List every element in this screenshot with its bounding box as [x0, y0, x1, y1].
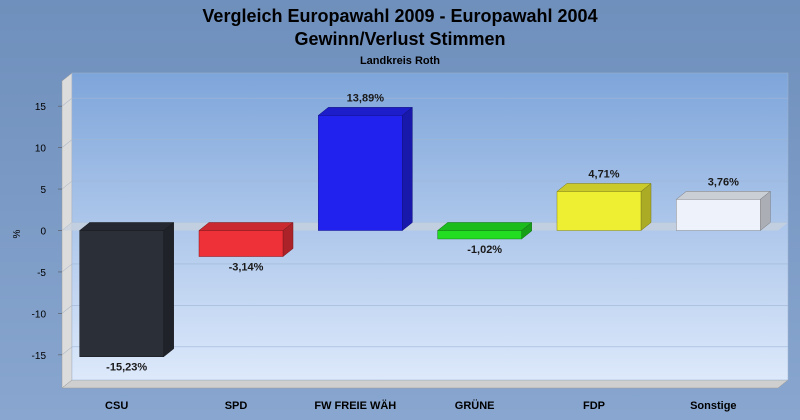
x-category-label: CSU: [105, 400, 128, 412]
y-tick-label: 10: [35, 144, 47, 155]
bar-side: [163, 221, 174, 358]
y-tick-label: -15: [32, 351, 47, 362]
data-label: -15,23%: [106, 362, 147, 374]
bar-top: [198, 222, 294, 231]
bar-fdp: [556, 182, 652, 232]
x-category-label: SPD: [225, 400, 248, 412]
bar-top: [675, 191, 772, 200]
bar-sonstige: [675, 190, 772, 232]
y-tick-label: -10: [32, 309, 47, 320]
bar-top: [436, 222, 533, 231]
y-tick-label: -5: [37, 268, 46, 279]
grid-line-wall: [61, 139, 73, 148]
grid-line-wall: [61, 263, 73, 273]
bar-gr-ne: [436, 221, 533, 240]
data-labels: -15,23% -3,14% 13,89% -1,02% 4,71% 3,76%: [106, 92, 739, 373]
y-axis-ticks: 15 10 5 0 -5 -10 -15: [32, 102, 62, 362]
bar-front: [437, 230, 522, 240]
bars: [78, 106, 772, 358]
grid-line-wall: [61, 180, 73, 190]
bar-side: [402, 106, 413, 232]
chart-region-label: Landkreis Roth: [360, 55, 440, 67]
bar-front: [79, 230, 164, 357]
x-category-label: GRÜNE: [455, 399, 495, 412]
bar-fw-freie-w-h: [317, 106, 414, 232]
bar-front: [318, 115, 403, 231]
plot-floor: [61, 379, 789, 389]
chart-title: Vergleich Europawahl 2009 - Europawahl 2…: [202, 6, 597, 26]
bar-front: [676, 199, 761, 231]
bar-top: [78, 222, 175, 231]
data-label: 4,71%: [588, 168, 619, 180]
y-axis-label: %: [12, 229, 23, 238]
bar-top: [556, 183, 652, 192]
x-category-label: Sonstige: [690, 400, 736, 412]
x-category-label: FW FREIE WÄH: [314, 399, 396, 412]
data-label: 3,76%: [708, 176, 739, 188]
y-tick-label: 15: [35, 102, 47, 113]
bar-front: [556, 191, 642, 231]
bar-csu: [78, 221, 175, 358]
chart-subtitle: Gewinn/Verlust Stimmen: [294, 29, 505, 49]
bar-front: [198, 230, 284, 257]
data-label: -1,02%: [467, 244, 502, 256]
bar-spd: [198, 221, 294, 258]
x-axis-categories: CSU SPD FW FREIE WÄH GRÜNE FDP Sonstige: [105, 399, 737, 412]
y-tick-label: 0: [40, 227, 46, 238]
data-label: 13,89%: [347, 92, 385, 104]
bar-top: [317, 107, 414, 116]
grid-line-wall: [61, 346, 73, 356]
grid-line-wall: [61, 305, 73, 314]
x-category-label: FDP: [583, 400, 605, 412]
grid-line-wall: [61, 97, 73, 107]
y-tick-label: 5: [40, 185, 46, 196]
data-label: -3,14%: [229, 262, 264, 274]
